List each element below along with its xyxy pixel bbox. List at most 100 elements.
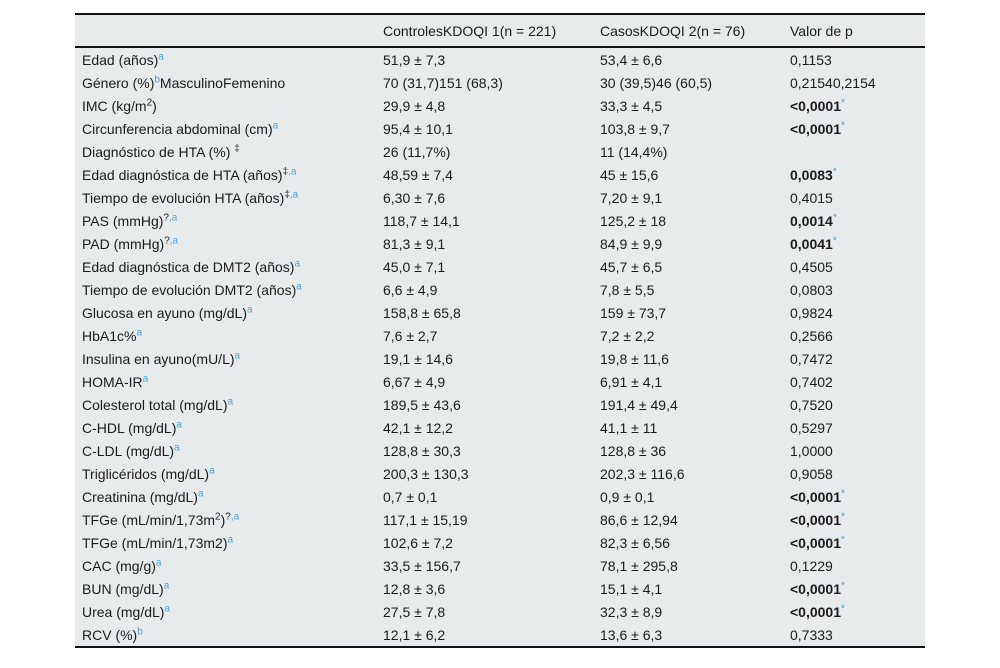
table-header: ControlesKDOQI 1(n = 221) CasosKDOQI 2(n… (75, 14, 925, 48)
casos-value: 53,4 ± 6,6 (600, 51, 663, 68)
controles-value: 45,0 ± 7,1 (383, 258, 446, 275)
row-label: IMC (kg/m2) (82, 96, 157, 114)
table-row: Insulina en ayuno(mU/L)a 19,1 ± 14,6 19,8 … (75, 347, 925, 370)
p-value: <0,0001* (790, 487, 845, 505)
controles-value: 7,6 ± 2,7 (383, 327, 438, 344)
casos-value: 86,6 ± 12,94 (600, 511, 678, 528)
table-row: Colesterol total (mg/dL)a 189,5 ± 43,6 191… (75, 393, 925, 416)
significance-asterisk: * (841, 487, 845, 499)
row-label: Colesterol total (mg/dL)a (82, 395, 234, 413)
casos-value: 159 ± 73,7 (600, 304, 667, 321)
table-row: Tiempo de evolución HTA (años)‡,a 6,30 ± … (75, 186, 925, 209)
p-value: <0,0001* (790, 602, 845, 620)
table-row: HbA1c%a 7,6 ± 2,7 7,2 ± 2,2 0,2566 (75, 324, 925, 347)
p-value: 0,9058 (790, 465, 833, 482)
casos-value: 30 (39,5)46 (60,5) (600, 74, 713, 91)
casos-value: 13,6 ± 6,3 (600, 626, 663, 643)
header-variable (75, 14, 383, 48)
row-label: RCV (%)b (82, 625, 143, 643)
row-label: PAS (mmHg)?,a (82, 211, 178, 229)
p-value: <0,0001* (790, 533, 845, 551)
p-value: 0,0014* (790, 211, 837, 229)
row-label: PAD (mmHg)?,a (82, 234, 179, 252)
controles-value: 81,3 ± 9,1 (383, 235, 446, 252)
table-body: Edad (años)a 51,9 ± 7,3 53,4 ± 6,6 0,1153 Gé… (75, 47, 925, 647)
table-row: TFGe (mL/min/1,73m2)a 102,6 ± 7,2 82,3 ± 6… (75, 531, 925, 554)
p-value: 0,1153 (790, 51, 832, 68)
casos-value: 191,4 ± 49,4 (600, 396, 678, 413)
header-row: ControlesKDOQI 1(n = 221) CasosKDOQI 2(n… (75, 14, 925, 48)
row-label: Circunferencia abdominal (cm)a (82, 119, 279, 137)
row-label: Triglicéridos (mg/dL)a (82, 464, 215, 482)
controles-value: 29,9 ± 4,8 (383, 97, 446, 114)
significance-asterisk: * (841, 119, 845, 131)
row-label: BUN (mg/dL)a (82, 579, 170, 597)
controles-value: 19,1 ± 14,6 (383, 350, 453, 367)
row-label: Edad diagnóstica de DMT2 (años)a (82, 257, 301, 275)
casos-value: 103,8 ± 9,7 (600, 120, 670, 137)
comparison-table-container: ControlesKDOQI 1(n = 221) CasosKDOQI 2(n… (75, 13, 925, 648)
p-value: <0,0001* (790, 510, 845, 528)
table-row: Urea (mg/dL)a 27,5 ± 7,8 32,3 ± 8,9 <0,0001… (75, 600, 925, 623)
table-row: Tiempo de evolución DMT2 (años)a 6,6 ± 4,… (75, 278, 925, 301)
controles-value: 118,7 ± 14,1 (383, 212, 460, 229)
controles-value: 42,1 ± 12,2 (383, 419, 453, 436)
p-value: 0,7402 (790, 373, 833, 390)
controles-value: 0,7 ± 0,1 (383, 488, 438, 505)
casos-value: 7,2 ± 2,2 (600, 327, 655, 344)
table-row: Creatinina (mg/dL)a 0,7 ± 0,1 0,9 ± 0,1 <0,… (75, 485, 925, 508)
table-row: IMC (kg/m2) 29,9 ± 4,8 33,3 ± 4,5 <0,0001* (75, 94, 925, 117)
controles-value: 12,8 ± 3,6 (383, 580, 446, 597)
comparison-table: ControlesKDOQI 1(n = 221) CasosKDOQI 2(n… (75, 13, 925, 648)
casos-value: 7,8 ± 5,5 (600, 281, 655, 298)
header-casos: CasosKDOQI 2(n = 76) (600, 14, 790, 48)
table-row: CAC (mg/g)a 33,5 ± 156,7 78,1 ± 295,8 0,122… (75, 554, 925, 577)
p-value: 0,0803 (790, 281, 833, 298)
casos-value: 33,3 ± 4,5 (600, 97, 663, 114)
significance-asterisk: * (832, 211, 837, 223)
p-value: <0,0001* (790, 579, 845, 597)
casos-value: 202,3 ± 116,6 (600, 465, 685, 482)
significance-asterisk: * (841, 533, 845, 545)
p-value: 0,2566 (790, 327, 833, 344)
significance-asterisk: * (841, 579, 845, 591)
table-row: Edad (años)a 51,9 ± 7,3 53,4 ± 6,6 0,1153 (75, 47, 925, 71)
controles-value: 26 (11,7%) (383, 143, 451, 160)
row-label: TFGe (mL/min/1,73m2)?,a (82, 510, 240, 528)
significance-asterisk: * (832, 165, 837, 177)
casos-value: 11 (14,4%) (600, 143, 668, 160)
table-row: RCV (%)b 12,1 ± 6,2 13,6 ± 6,3 0,7333 (75, 623, 925, 647)
table-row: Género (%)bMasculinoFemenino 70 (31,7)151… (75, 71, 925, 94)
controles-value: 200,3 ± 130,3 (383, 465, 469, 482)
row-label: Diagnóstico de HTA (%) ‡ (82, 142, 240, 160)
casos-value: 128,8 ± 36 (600, 442, 667, 459)
controles-value: 27,5 ± 7,8 (383, 603, 446, 620)
row-label: TFGe (mL/min/1,73m2)a (82, 533, 234, 551)
p-value: 0,0041* (790, 234, 837, 252)
controles-value: 95,4 ± 10,1 (383, 120, 453, 137)
row-label: Insulina en ayuno(mU/L)a (82, 349, 241, 367)
casos-value: 15,1 ± 4,1 (600, 580, 663, 597)
significance-asterisk: * (841, 510, 845, 522)
table-row: PAS (mmHg)?,a 118,7 ± 14,1 125,2 ± 18 0,001… (75, 209, 925, 232)
controles-value: 6,30 ± 7,6 (383, 189, 446, 206)
p-value: <0,0001* (790, 119, 845, 137)
row-label: Tiempo de evolución DMT2 (años)a (82, 280, 302, 298)
p-value: 1,0000 (790, 442, 833, 459)
casos-value: 125,2 ± 18 (600, 212, 667, 229)
casos-value: 41,1 ± 11 (600, 419, 658, 436)
casos-value: 45,7 ± 6,5 (600, 258, 663, 275)
table-row: PAD (mmHg)?,a 81,3 ± 9,1 84,9 ± 9,9 0,0041* (75, 232, 925, 255)
p-value: 0,5297 (790, 419, 833, 436)
controles-value: 33,5 ± 156,7 (383, 557, 461, 574)
p-value: 0,4015 (790, 189, 833, 206)
p-value: 0,9824 (790, 304, 833, 321)
significance-asterisk: * (832, 234, 837, 246)
p-value: 0,7520 (790, 396, 833, 413)
row-label: Edad diagnóstica de HTA (años)‡,a (82, 165, 297, 183)
casos-value: 7,20 ± 9,1 (600, 189, 663, 206)
p-value: 0,21540,2154 (790, 74, 876, 91)
row-label: Género (%)bMasculinoFemenino (82, 73, 286, 91)
p-value: 0,0083* (790, 165, 837, 183)
table-row: Diagnóstico de HTA (%) ‡ 26 (11,7%) 11 (14… (75, 140, 925, 163)
